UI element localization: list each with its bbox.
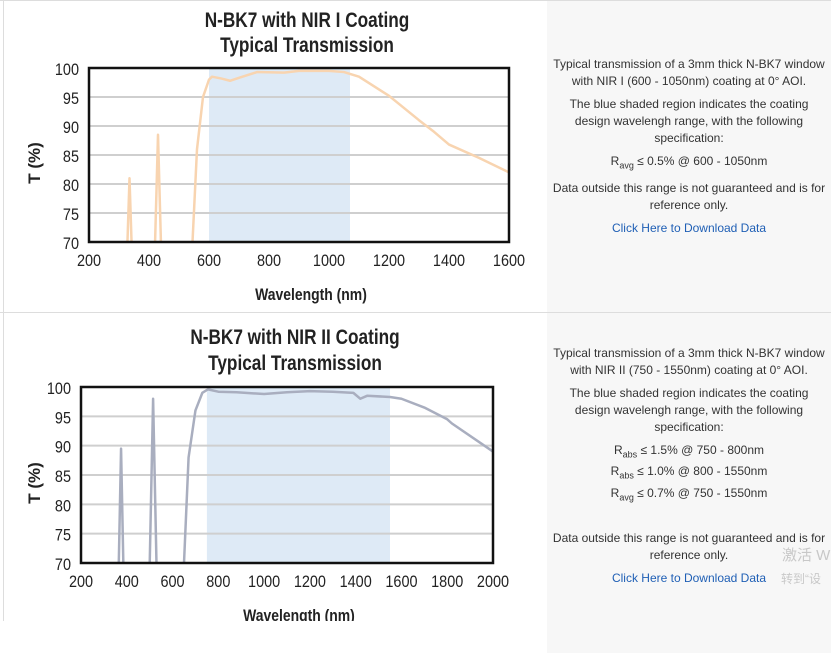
y-tick-label: 70 xyxy=(63,235,79,253)
table-row-nir1: 70 75 80 85 90 95 100 200 400 600 800 1000 1200 1400 1… xyxy=(0,0,831,368)
x-tick-label: 1400 xyxy=(340,573,372,591)
x-tick-label: 2000 xyxy=(477,573,509,591)
spec-value: ≤ 0.5% @ 600 - 1050nm xyxy=(633,154,768,168)
spec-list: Ravg ≤ 0.5% @ 600 - 1050nm xyxy=(547,153,831,174)
spec-subscript: abs xyxy=(622,449,638,460)
shading-note: The blue shaded region indicates the coa… xyxy=(569,97,809,145)
x-axis-label: Wavelength (nm) xyxy=(255,286,367,305)
disclaimer-text: Data outside this range is not guarantee… xyxy=(552,181,826,213)
x-tick-label: 1800 xyxy=(431,573,463,591)
y-tick-label: 75 xyxy=(63,206,79,224)
transmission-chart-nir2: 70 75 80 85 90 95 100 200 400 600 800 1000 1200 1400 1… xyxy=(25,327,509,626)
x-tick-label: 400 xyxy=(137,252,161,270)
plot-frame xyxy=(79,385,495,565)
chart-title: Typical Transmission xyxy=(220,35,394,58)
y-tick-label: 75 xyxy=(55,527,71,545)
chart-title: Typical Transmission xyxy=(208,353,382,376)
spec-line: Rabs ≤ 1.5% @ 750 - 800nm xyxy=(547,442,831,463)
x-tick-label: 200 xyxy=(69,573,93,591)
spec-symbol: R xyxy=(610,485,620,500)
chart-cell: 70 75 80 85 90 95 100 200 400 600 800 1000 1200 1400 1… xyxy=(3,1,548,313)
download-data-link[interactable]: Click Here to Download Data xyxy=(611,571,767,586)
y-tick-label: 95 xyxy=(55,409,71,427)
x-tick-label: 400 xyxy=(115,573,139,591)
y-tick-label: 85 xyxy=(55,468,71,486)
y-tick-label: 100 xyxy=(47,380,71,398)
spec-subscript: abs xyxy=(619,470,634,481)
x-tick-label: 600 xyxy=(197,252,221,270)
spec-symbol: R xyxy=(610,464,620,479)
y-tick-label: 95 xyxy=(63,90,79,108)
spec-subscript: avg xyxy=(619,492,634,503)
plot-frame xyxy=(87,66,511,244)
transmission-curve xyxy=(117,388,493,563)
table-row-nir2: 70 75 80 85 90 95 100 200 400 600 800 1000 1200 1400 1… xyxy=(0,312,831,653)
description-text: Typical transmission of a 3mm thick N-BK… xyxy=(553,57,825,88)
watermark: 转到“设 xyxy=(781,572,821,586)
x-tick-label: 1400 xyxy=(433,252,465,270)
y-tick-label: 80 xyxy=(55,497,71,515)
spec-line: Ravg ≤ 0.5% @ 600 - 1050nm xyxy=(547,153,831,174)
x-tick-label: 600 xyxy=(161,573,185,591)
y-tick-label: 70 xyxy=(55,556,71,574)
chart-title: N-BK7 with NIR II Coating xyxy=(190,327,399,350)
description-cell: Typical transmission of a 3mm thick N-BK… xyxy=(547,313,831,653)
spec-symbol: R xyxy=(610,154,620,168)
spec-line: Ravg ≤ 0.7% @ 750 - 1550nm xyxy=(547,485,831,506)
transmission-curve xyxy=(126,69,509,242)
disclaimer-text: Data outside this range is not guarantee… xyxy=(552,531,826,563)
chart-cell: 70 75 80 85 90 95 100 200 400 600 800 1000 1200 1400 1… xyxy=(3,313,548,626)
y-tick-label: 85 xyxy=(63,148,79,166)
download-data-link[interactable]: Click Here to Download Data xyxy=(611,221,767,236)
x-tick-label: 800 xyxy=(257,252,281,270)
spec-subscript: avg xyxy=(619,160,634,171)
spec-line: Rabs ≤ 1.0% @ 800 - 1550nm xyxy=(547,463,831,484)
spec-symbol: R xyxy=(613,443,623,457)
y-tick-label: 100 xyxy=(55,61,79,79)
transmission-chart-nir1: 70 75 80 85 90 95 100 200 400 600 800 1000 1200 1400 1… xyxy=(25,10,525,305)
spec-list: Rabs ≤ 1.5% @ 750 - 800nm Rabs ≤ 1.0% @ 8… xyxy=(547,442,831,506)
chart-title: N-BK7 with NIR I Coating xyxy=(205,10,410,33)
x-tick-label: 1000 xyxy=(313,252,345,270)
x-tick-label: 200 xyxy=(77,252,101,270)
spec-value: ≤ 0.7% @ 750 - 1550nm xyxy=(633,485,768,500)
description-text: Typical transmission of a 3mm thick N-BK… xyxy=(553,346,825,377)
shading-note: The blue shaded region indicates the coa… xyxy=(569,386,809,434)
x-tick-label: 1600 xyxy=(493,252,525,270)
y-axis-label: T (%) xyxy=(25,462,44,504)
y-tick-label: 90 xyxy=(63,119,79,137)
spec-value: ≤ 1.5% @ 750 - 800nm xyxy=(637,443,765,457)
spec-value: ≤ 1.0% @ 800 - 1550nm xyxy=(633,464,768,479)
x-tick-label: 1600 xyxy=(385,573,417,591)
description-cell: Typical transmission of a 3mm thick N-BK… xyxy=(547,1,831,368)
x-axis-label: Wavelength (nm) xyxy=(243,607,355,621)
x-tick-label: 800 xyxy=(206,573,230,591)
x-tick-label: 1200 xyxy=(373,252,405,270)
x-tick-label: 1000 xyxy=(248,573,280,591)
y-axis-label: T (%) xyxy=(25,142,44,184)
watermark: 激活 W xyxy=(782,547,831,564)
x-tick-label: 1200 xyxy=(294,573,326,591)
y-tick-label: 90 xyxy=(55,439,71,457)
y-tick-label: 80 xyxy=(63,177,79,195)
